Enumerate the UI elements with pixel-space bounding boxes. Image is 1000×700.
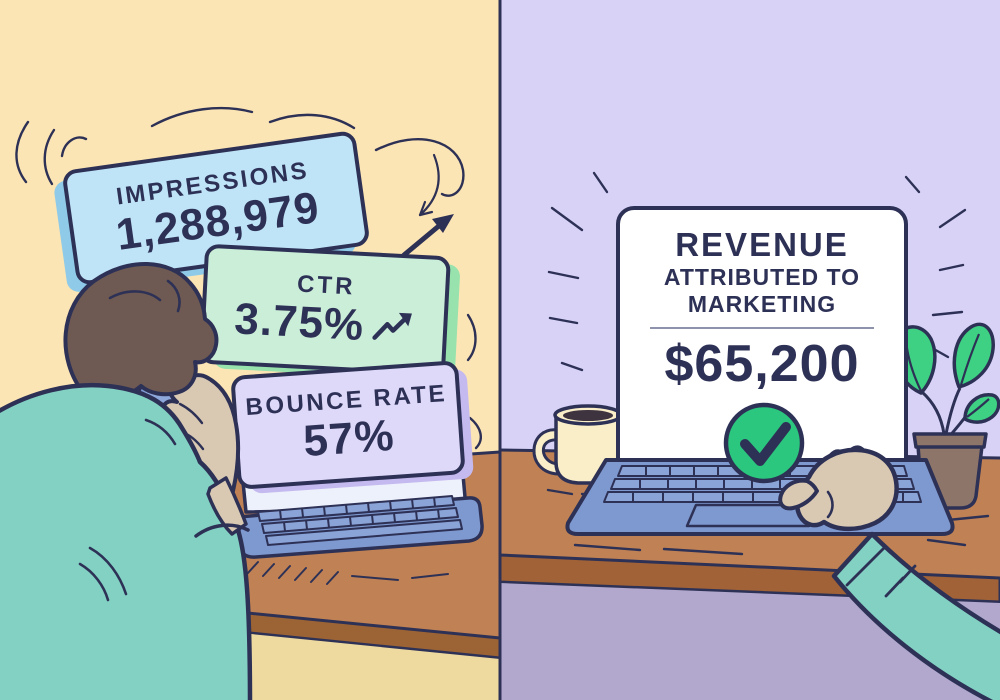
fist (795, 447, 899, 532)
wrist (206, 476, 248, 536)
swoosh-lines (15, 106, 482, 450)
sleeve (831, 531, 1000, 700)
pointing-hand (778, 445, 1000, 700)
revenue-value: $65,200 (664, 335, 860, 394)
index-finger (778, 478, 819, 511)
left-laptop-shadow-lines (246, 561, 449, 585)
revenue-title: REVENUE (675, 226, 849, 263)
right-laptop-shadow-lines (573, 538, 967, 556)
sparkle-lines (547, 171, 967, 372)
revenue-subtitle-line2: MARKETING (687, 291, 837, 318)
hair (63, 262, 219, 403)
screen-divider-rule (650, 327, 874, 330)
revenue-subtitle-line1: ATTRIBUTED TO (663, 264, 861, 290)
man-on-phone (0, 262, 253, 700)
ctr-card: CTR 3.75% (199, 243, 451, 377)
shirt-torso (0, 382, 253, 700)
trend-up-arrow-icon (372, 313, 412, 341)
checkmark-icon (723, 402, 805, 484)
